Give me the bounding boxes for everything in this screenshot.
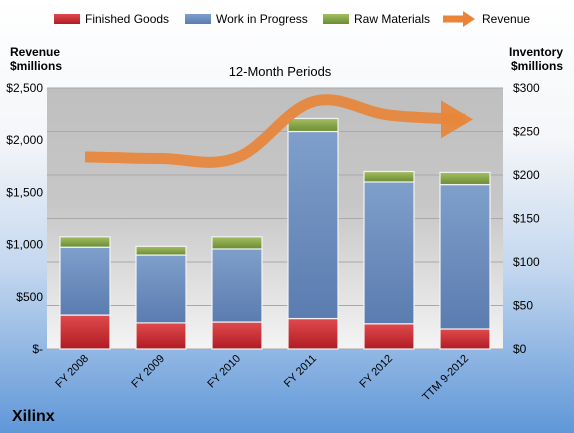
- bar-raw-materials: [439, 171, 491, 186]
- right-tick-label: $250: [513, 125, 540, 139]
- bar-raw-materials: [59, 236, 111, 248]
- bar-finished-goods: [287, 317, 339, 350]
- bar-work-in-progress: [287, 130, 339, 320]
- bar-finished-goods: [211, 321, 263, 350]
- left-axis-ticks: $- $500 $1,000 $1,500 $2,000 $2,500: [6, 81, 43, 356]
- bar-finished-goods: [59, 314, 111, 350]
- left-tick-label: $1,000: [6, 238, 43, 252]
- revenue-line-layer: [84, 94, 473, 168]
- left-axis-label-line2: $millions: [10, 59, 62, 73]
- right-axis-label-line2: $millions: [511, 59, 563, 73]
- left-tick-label: $2,000: [6, 133, 43, 147]
- bars: [59, 117, 491, 350]
- left-tick-label: $2,500: [6, 81, 43, 95]
- revenue-line: [84, 94, 466, 168]
- bar-finished-goods: [135, 322, 187, 350]
- right-axis-label-line1: Inventory: [509, 45, 563, 59]
- right-tick-label: $200: [513, 168, 540, 182]
- right-tick-label: $300: [513, 81, 540, 95]
- legend-work-in-progress: Work in Progress: [216, 12, 308, 26]
- right-tick-label: $150: [513, 212, 540, 226]
- right-tick-label: $100: [513, 255, 540, 269]
- left-tick-label: $1,500: [6, 185, 43, 199]
- legend-swatch: [185, 14, 211, 24]
- bar-raw-materials: [211, 236, 263, 250]
- bar-raw-materials: [363, 170, 415, 183]
- company-name: Xilinx: [12, 408, 55, 425]
- right-tick-label: $50: [513, 299, 533, 313]
- bar-raw-materials: [287, 117, 339, 133]
- bar-finished-goods: [439, 328, 491, 350]
- left-tick-label: $500: [16, 290, 43, 304]
- right-axis-ticks: $0 $50 $100 $150 $200 $250 $300: [513, 81, 540, 356]
- gridlines: [47, 87, 503, 350]
- legend: Finished Goods Work in Progress Raw Materi…: [54, 11, 530, 27]
- left-axis-label-line1: Revenue: [10, 45, 60, 59]
- legend-revenue: Revenue: [482, 12, 530, 26]
- left-tick-label: $-: [32, 342, 43, 356]
- legend-finished-goods: Finished Goods: [85, 12, 169, 26]
- legend-swatch: [54, 14, 80, 24]
- revenue-arrowhead: [441, 100, 473, 139]
- bar-work-in-progress: [135, 254, 187, 324]
- right-tick-label: $0: [513, 342, 527, 356]
- bar-finished-goods: [363, 323, 415, 350]
- legend-raw-materials: Raw Materials: [354, 12, 430, 26]
- legend-swatch: [323, 14, 349, 24]
- bar-work-in-progress: [439, 183, 491, 330]
- bar-work-in-progress: [211, 248, 263, 323]
- bar-work-in-progress: [59, 246, 111, 316]
- chart-subtitle: 12-Month Periods: [229, 64, 332, 79]
- legend-arrow-revenue: [463, 11, 475, 27]
- bar-work-in-progress: [363, 181, 415, 325]
- bar-raw-materials: [135, 245, 187, 256]
